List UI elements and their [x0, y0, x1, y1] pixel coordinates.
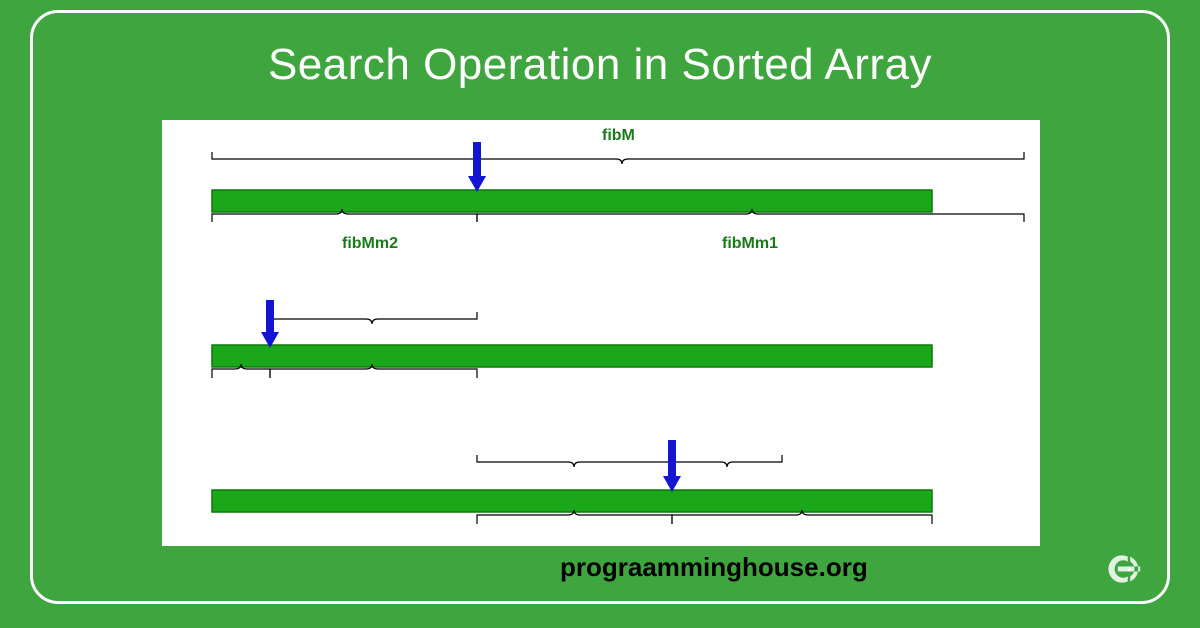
array-bar: [212, 190, 932, 212]
range-label: fibMm1: [722, 235, 778, 252]
array-bar: [212, 345, 932, 367]
diagram-svg: fibM fibMm2 fibMm1: [162, 120, 1040, 546]
gfg-logo-icon: [1098, 538, 1160, 600]
range-label: fibMm2: [342, 235, 398, 252]
diagram-area: fibM fibMm2 fibMm1: [162, 120, 1040, 546]
arrow-shaft: [266, 300, 274, 334]
outer-frame: Search Operation in Sorted Array fibMfib…: [0, 0, 1200, 628]
range-label: fibM: [602, 127, 635, 144]
range-bracket: [477, 455, 672, 467]
watermark-text: prograamminghouse.org: [560, 552, 868, 583]
range-bracket: [672, 455, 782, 467]
arrow-shaft: [668, 440, 676, 478]
range-bracket: [212, 152, 1024, 164]
array-bar: [212, 490, 932, 512]
arrow-shaft: [473, 142, 481, 178]
range-bracket: [270, 312, 477, 324]
